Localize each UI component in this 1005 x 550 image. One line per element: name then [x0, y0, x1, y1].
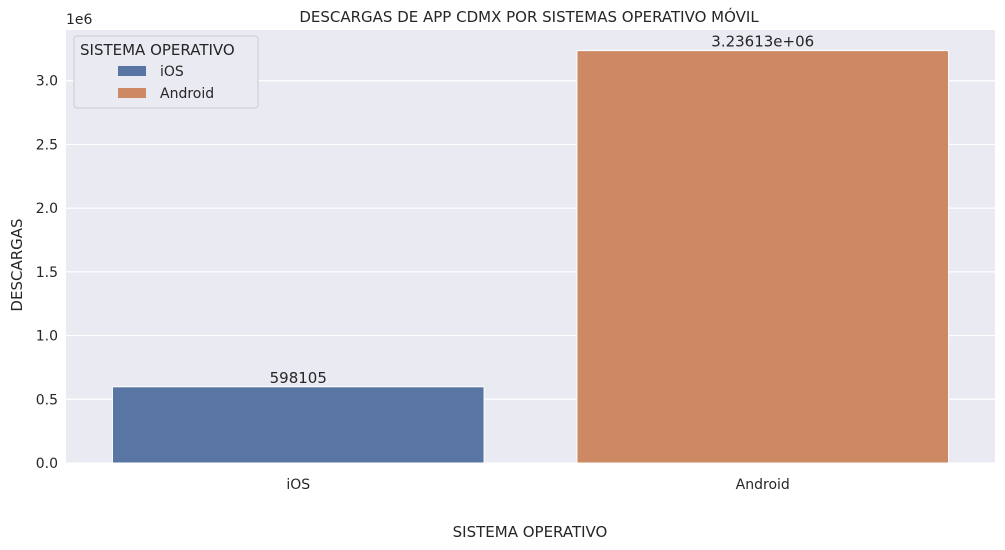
legend-entry: iOS	[160, 64, 184, 80]
legend-entry: Android	[160, 86, 214, 102]
y-tick-label: 1.5	[36, 265, 58, 281]
legend-swatch	[118, 88, 146, 98]
chart-title: DESCARGAS DE APP CDMX POR SISTEMAS OPERA…	[299, 7, 759, 26]
y-offset-label: 1e6	[66, 12, 93, 28]
legend-title: SISTEMA OPERATIVO	[80, 41, 235, 59]
y-axis-ticks: 0.0 0.5 1.0 1.5 2.0 2.5 3.0	[36, 74, 58, 472]
x-tick-label: Android	[736, 477, 790, 493]
y-tick-label: 2.5	[36, 137, 58, 153]
bar-value-label: 598105	[270, 369, 327, 387]
legend-swatch	[118, 66, 146, 76]
bar-value-label: 3.23613e+06	[711, 33, 814, 51]
bar-ios	[111, 386, 485, 464]
y-axis-label: DESCARGAS	[8, 218, 26, 311]
y-tick-label: 3.0	[36, 74, 58, 90]
x-axis-ticks: iOS Android	[286, 477, 789, 493]
y-tick-label: 2.0	[36, 201, 58, 217]
y-tick-label: 0.5	[36, 392, 58, 408]
x-tick-label: iOS	[286, 477, 310, 493]
legend: SISTEMA OPERATIVO iOS Android	[73, 35, 259, 109]
x-axis-label: SISTEMA OPERATIVO	[453, 523, 608, 541]
bars: 598105 3.23613e+06	[111, 33, 950, 464]
y-tick-label: 0.0	[36, 456, 58, 472]
y-tick-label: 1.0	[36, 329, 58, 345]
bar-android	[576, 50, 950, 464]
